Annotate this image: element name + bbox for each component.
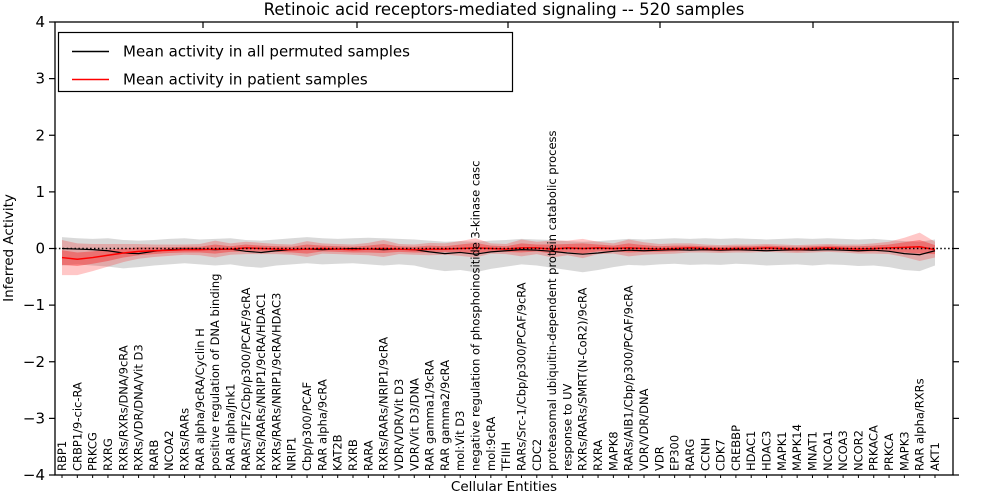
x-tick-label: negative regulation of phosphoinositide … [469, 161, 483, 472]
x-tick-label: NCOA2 [162, 430, 176, 471]
y-tick-label: 0 [35, 240, 45, 258]
x-tick-label: RARs/AIB1/Cbp/p300/PCAF/9cRA [622, 285, 636, 471]
chart-title: Retinoic acid receptors-mediated signali… [264, 0, 745, 19]
x-tick-label: RXRs/RARs/NRIP1/9cRA/HDAC1 [254, 293, 268, 471]
y-tick-label: −2 [23, 353, 45, 371]
x-tick-label: VDR [652, 446, 666, 471]
x-tick-label: RBP1 [55, 441, 69, 471]
x-tick-label: RAR gamma2/9cRA [438, 360, 452, 471]
x-tick-label: CCNH [698, 438, 712, 471]
y-tick-label: 3 [35, 70, 45, 88]
x-tick-label: Cbp/p300/PCAF [300, 382, 314, 471]
permuted-band [62, 237, 935, 273]
x-tick-label: MAPK3 [897, 431, 911, 471]
y-tick-label: −4 [23, 466, 45, 484]
y-tick-label: −1 [23, 296, 45, 314]
legend-label-patient: Mean activity in patient samples [123, 71, 368, 89]
x-tick-label: RAR gamma1/9cRA [423, 360, 437, 471]
x-tick-label: NCOR2 [851, 430, 865, 471]
series-lines [55, 246, 953, 261]
x-tick-label: positive regulation of DNA binding [208, 274, 222, 471]
x-tick-label: KAT2B [331, 434, 345, 471]
x-tick-label: CDK7 [714, 439, 728, 471]
x-tick-label: RXRs/RARs [178, 408, 192, 471]
x-tick-label: VDR/Vit D3/DNA [407, 378, 421, 471]
x-tick-label: PRKCG [86, 432, 100, 471]
x-tick-label: RARs/TIF2/Cbp/p300/PCAF/9cRA [239, 287, 253, 471]
x-tick-label: RXRs/RXRs/DNA/9cRA [116, 345, 130, 471]
x-tick-label: CDC2 [530, 439, 544, 471]
x-tick-label: PRKCA [882, 433, 896, 471]
x-tick-label: TFIIH [499, 442, 513, 472]
x-tick-label: RARs/Src-1/Cbp/p300/PCAF/9cRA [514, 282, 528, 471]
x-tick-label: RXRA [591, 440, 605, 471]
plot-frame-border [54, 21, 954, 476]
confidence-bands [62, 232, 935, 276]
axis-ticks: −4 −3 −2 −1 0 1 2 3 4 [23, 13, 959, 484]
x-tick-label: MNAT1 [805, 431, 819, 471]
y-tick-label: 2 [35, 126, 45, 144]
x-axis-label: Cellular Entities [451, 479, 557, 495]
y-tick-label: 4 [35, 13, 45, 31]
x-tick-label: RAR alpha/9cRA [315, 379, 329, 471]
x-tick-label: AKT1 [928, 442, 942, 471]
x-tick-label: RAR alpha/Jnk1 [223, 384, 237, 471]
x-tick-label: RARG [683, 439, 697, 471]
x-tick-labels: RBP1 CRBP1/9-cic-RA PRKCG RXRG RXRs/RXRs/DNA… [55, 130, 942, 472]
legend-label-permuted: Mean activity in all permuted samples [123, 43, 410, 61]
y-axis-label: Inferred Activity [1, 194, 17, 302]
x-tick-label: VDR/VDR/Vit D3 [392, 379, 406, 471]
x-tick-label: RAR alpha/RXRs [913, 378, 927, 471]
patient-band-outer [62, 232, 935, 276]
x-tick-label: RARB [147, 440, 161, 471]
x-tick-label: proteasomal ubiquitin-dependent protein … [545, 130, 559, 471]
patient-band-inner [62, 240, 935, 267]
x-tick-label: NRIP1 [285, 437, 299, 471]
x-tick-label: RXRs/RARs/NRIP1/9cRA/HDAC3 [269, 293, 283, 471]
x-tick-label: PRKACA [867, 425, 881, 471]
x-tick-label: RXRG [101, 438, 115, 471]
x-tick-label: RXRs/RARs/SMRT(N-CoR2)/9cRA [576, 287, 590, 471]
x-tick-label: RAR alpha/9cRA/Cyclin H [193, 328, 207, 471]
legend-box [57, 31, 514, 93]
x-tick-label: RARA [361, 440, 375, 471]
x-tick-label: HDAC3 [760, 431, 774, 471]
x-tick-label: MAPK1 [775, 431, 789, 471]
x-tick-label: RXRs/RARs/NRIP1/9cRA [377, 337, 391, 471]
x-tick-label: CREBBP [729, 425, 743, 471]
x-tick-label: VDR/VDR/DNA [637, 388, 651, 471]
y-tick-label: −3 [23, 409, 45, 427]
x-tick-label: response to UV [560, 383, 574, 471]
x-tick-label: RXRs/VDR/DNA/Vit D3 [132, 344, 146, 471]
x-tick-label: mol:9cRA [484, 417, 498, 471]
x-tick-label: MAPK14 [790, 424, 804, 471]
x-tick-label: RXRB [346, 439, 360, 471]
x-tick-label: HDAC1 [744, 431, 758, 471]
x-tick-label: MAPK8 [606, 431, 620, 471]
y-tick-label: 1 [35, 183, 45, 201]
x-tick-label: mol:Vit D3 [453, 411, 467, 471]
x-tick-label: EP300 [668, 435, 682, 471]
legend: Mean activity in all permuted samples Me… [57, 31, 514, 93]
x-tick-label: NCOA3 [836, 430, 850, 471]
x-tick-label: NCOA1 [821, 430, 835, 471]
x-tick-label: CRBP1/9-cic-RA [70, 382, 84, 471]
